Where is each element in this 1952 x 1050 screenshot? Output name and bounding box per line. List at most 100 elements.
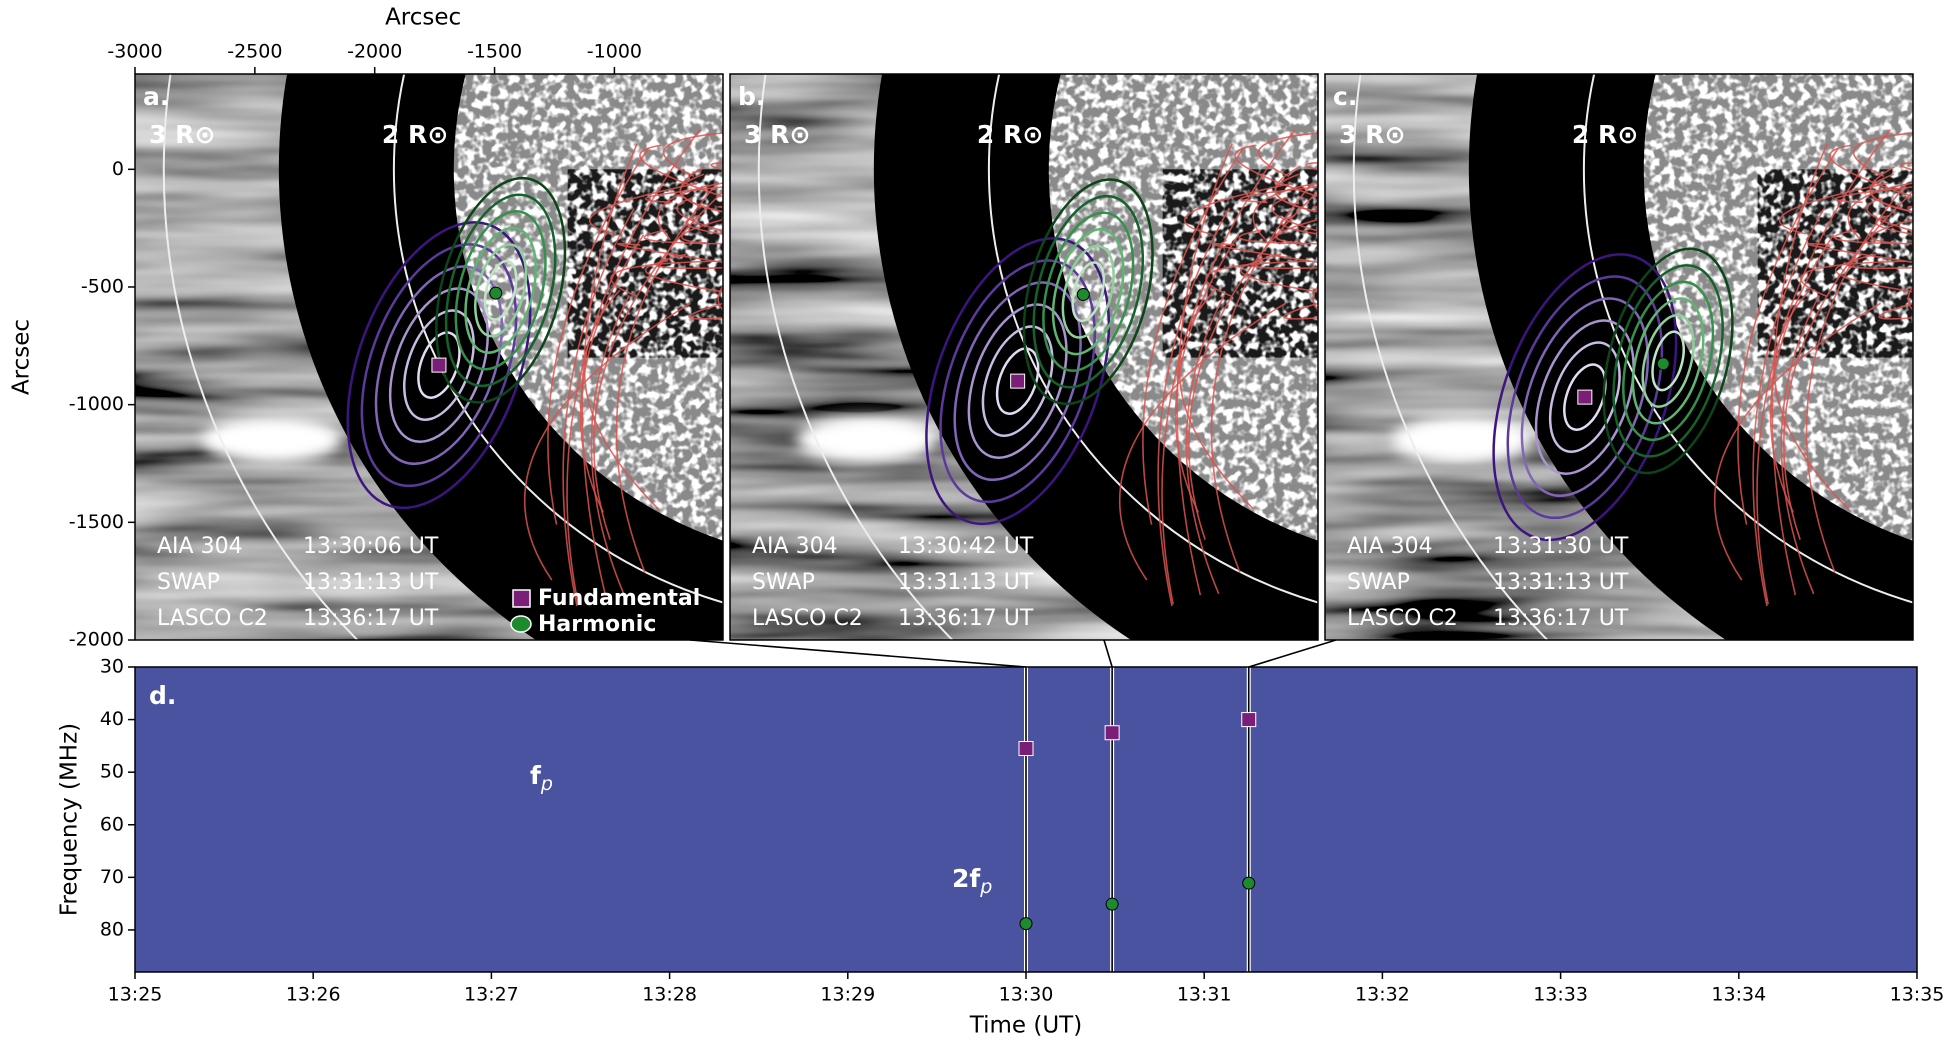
fundamental-contour [417,331,461,399]
instrument-name: LASCO C2 [1347,606,1458,631]
x-tick-label: 13:30 [999,984,1054,1006]
fundamental-contour [403,309,475,421]
observation-time: 13:36:17 UT [898,606,1034,631]
field-line [1852,132,1913,177]
field-line [1234,144,1318,198]
radius-circle [1583,74,1913,604]
field-line [1907,205,1913,209]
instrument-name: AIA 304 [1347,534,1433,559]
field-line [1157,208,1230,607]
field-line [1176,143,1233,596]
radius-circle [988,74,1318,604]
field-line [1875,214,1913,235]
field-line [1783,190,1913,540]
field-line [679,173,723,213]
x-tick-label: -2500 [227,41,282,63]
field-line [1805,182,1908,573]
x-tick-label: 13:35 [1890,984,1945,1006]
field-line [1305,162,1318,171]
field-line [1240,259,1318,293]
radius-circle [1352,74,1549,640]
observation-time: 13:36:17 UT [1493,606,1629,631]
radius-label: 2 R⊙ [382,120,448,149]
x-tick-label: 13:25 [108,984,163,1006]
fundamental-contour [925,237,1111,526]
x-tick-label: 13:27 [464,984,519,1006]
field-line [1276,218,1318,244]
observation-time: 13:30:06 UT [303,534,439,559]
field-line [1118,302,1287,581]
legend-label: Fundamental [538,586,700,611]
field-line [676,197,723,232]
radius-circle [162,74,359,640]
field-line [1312,284,1318,311]
legend-marker [510,615,532,633]
x-tick-label: 13:33 [1533,984,1588,1006]
harmonic-contour [1051,228,1125,356]
image-panel [1325,74,1913,640]
panel-connector [689,639,1027,668]
field-line [1835,259,1913,293]
field-line [1779,182,1888,235]
field-line [617,242,723,264]
harmonic-contour [1622,280,1715,442]
x-tick-label: 13:26 [286,984,341,1006]
panel-connector [1103,639,1113,668]
radius-label: 3 R⊙ [149,120,215,149]
fundamental-marker [1104,725,1120,741]
harmonic-contour [444,193,557,388]
y-axis-label: Arcsec [9,319,35,395]
fundamental-contour [939,259,1096,504]
field-line [681,218,723,244]
field-line [1900,162,1913,171]
instrument-name: LASCO C2 [157,606,268,631]
x-tick-label: 13:34 [1711,984,1766,1006]
field-line [593,190,723,540]
field-line [1878,302,1913,320]
x-tick-label: -1500 [467,41,522,63]
field-line [1713,302,1882,581]
harmonic-contour [1631,297,1705,425]
harmonic-marker [1105,897,1119,911]
field-line [1835,186,1913,204]
y-tick-label: 60 [100,813,124,835]
y-tick-label: -1000 [69,393,124,415]
field-line [717,284,723,311]
y-tick-label: 80 [100,918,124,940]
y-tick-label: -500 [81,275,124,297]
observation-time: 13:31:30 UT [1493,534,1629,559]
field-line [1185,294,1226,595]
harmonic-contour [454,210,547,371]
field-line [1866,197,1913,232]
cme-bright-feature [1391,415,1532,464]
band-label: 2fp [952,864,992,898]
field-line [1771,143,1828,596]
instrument-name: SWAP [752,570,815,595]
field-line [1800,260,1906,297]
field-line [562,208,635,607]
field-line [1846,253,1913,270]
field-line [1773,289,1850,510]
field-line [645,186,723,204]
fundamental-marker [1577,389,1593,405]
field-line [1178,289,1255,510]
field-line [1184,182,1293,235]
field-line [1829,144,1913,198]
fundamental-marker [1010,373,1026,389]
band-label-text: f [530,761,542,790]
y-tick-label: 30 [100,656,124,678]
field-line [1212,242,1318,264]
field-line [1283,302,1318,320]
field-line [1752,208,1825,607]
field-line [1251,253,1318,270]
field-line [583,289,660,510]
panel-label: c. [1333,82,1357,111]
harmonic-contour [1602,247,1734,475]
panel-frame [134,73,724,641]
field-line [1871,218,1913,244]
field-line [710,162,723,171]
radius-circle [757,74,954,640]
x-axis-label: Arcsec [385,5,461,31]
radius-circle [393,74,723,604]
fundamental-contour [388,287,489,443]
